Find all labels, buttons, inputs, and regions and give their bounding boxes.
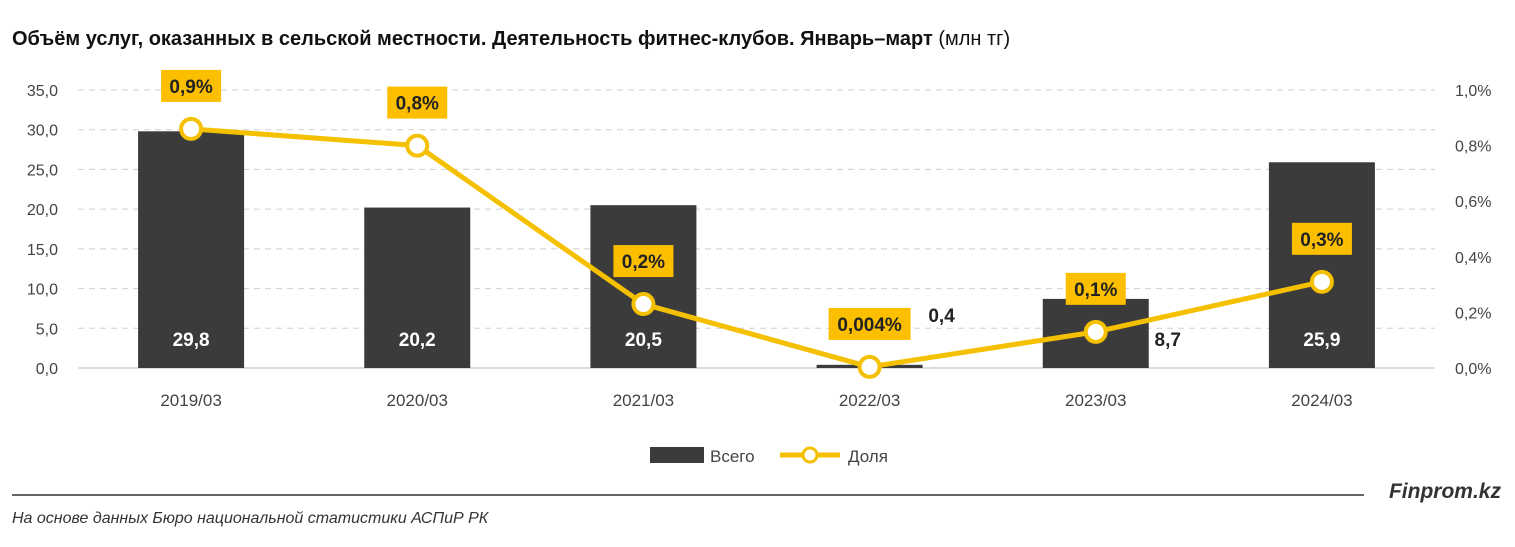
- bar: [138, 131, 245, 368]
- legend-bar-swatch: [650, 447, 704, 463]
- x-tick-label: 2023/03: [1065, 391, 1126, 410]
- left-tick-label: 30,0: [27, 123, 58, 140]
- legend-label-total: Всего: [710, 447, 755, 466]
- line-point: [405, 133, 430, 158]
- line-value-label: 0,3%: [1300, 230, 1343, 251]
- left-tick-label: 10,0: [27, 282, 58, 299]
- x-tick-label: 2020/03: [387, 391, 448, 410]
- line-point: [179, 116, 204, 141]
- left-tick-label: 35,0: [27, 83, 58, 100]
- chart-title: Объём услуг, оказанных в сельской местно…: [12, 28, 1011, 50]
- bar: [364, 207, 471, 368]
- legend-line-marker: [801, 446, 819, 464]
- line-value-label: 0,1%: [1074, 280, 1117, 301]
- line-point: [1309, 269, 1334, 294]
- right-tick-label: 0,0%: [1455, 361, 1491, 378]
- line-value-label: 0,9%: [169, 77, 212, 98]
- brand-logo: Finprom.kz: [1388, 480, 1501, 503]
- bar-value-label: 20,2: [399, 330, 436, 351]
- bar-value-label: 0,4: [928, 306, 955, 327]
- right-tick-label: 0,6%: [1455, 194, 1491, 211]
- legend-label-share: Доля: [848, 447, 888, 466]
- right-tick-label: 0,2%: [1455, 305, 1491, 322]
- bar-value-label: 25,9: [1303, 330, 1340, 351]
- left-tick-label: 0,0: [36, 361, 58, 378]
- bar: [590, 205, 697, 368]
- bar: [1268, 162, 1375, 368]
- line-value-label: 0,2%: [622, 252, 665, 273]
- line-label-box: [828, 307, 911, 340]
- line-label-box: [1065, 272, 1126, 305]
- line-label-box: [161, 69, 222, 102]
- right-tick-label: 0,8%: [1455, 139, 1491, 156]
- line-point: [857, 354, 882, 379]
- x-tick-label: 2022/03: [839, 391, 900, 410]
- divider: [12, 494, 1364, 496]
- line-value-label: 0,8%: [396, 94, 439, 115]
- line-label-box: [1291, 222, 1352, 255]
- left-tick-label: 20,0: [27, 202, 58, 219]
- source-note: На основе данных Бюро национальной стати…: [12, 510, 489, 527]
- line-label-box: [387, 86, 448, 119]
- right-tick-label: 0,4%: [1455, 250, 1491, 267]
- left-tick-label: 5,0: [36, 321, 58, 338]
- left-tick-label: 15,0: [27, 242, 58, 259]
- line-label-box: [613, 245, 674, 278]
- bar-value-label: 8,7: [1155, 330, 1181, 351]
- line-point: [1083, 319, 1108, 344]
- left-tick-label: 25,0: [27, 162, 58, 179]
- line-point: [631, 292, 656, 317]
- bar-value-label: 20,5: [625, 330, 662, 351]
- line-series: [190, 126, 1323, 370]
- x-tick-label: 2021/03: [613, 391, 674, 410]
- line-value-label: 0,004%: [837, 315, 902, 336]
- x-tick-label: 2024/03: [1291, 391, 1352, 410]
- bar-value-label: 29,8: [173, 330, 210, 351]
- x-tick-label: 2019/03: [160, 391, 221, 410]
- right-tick-label: 1,0%: [1455, 83, 1491, 100]
